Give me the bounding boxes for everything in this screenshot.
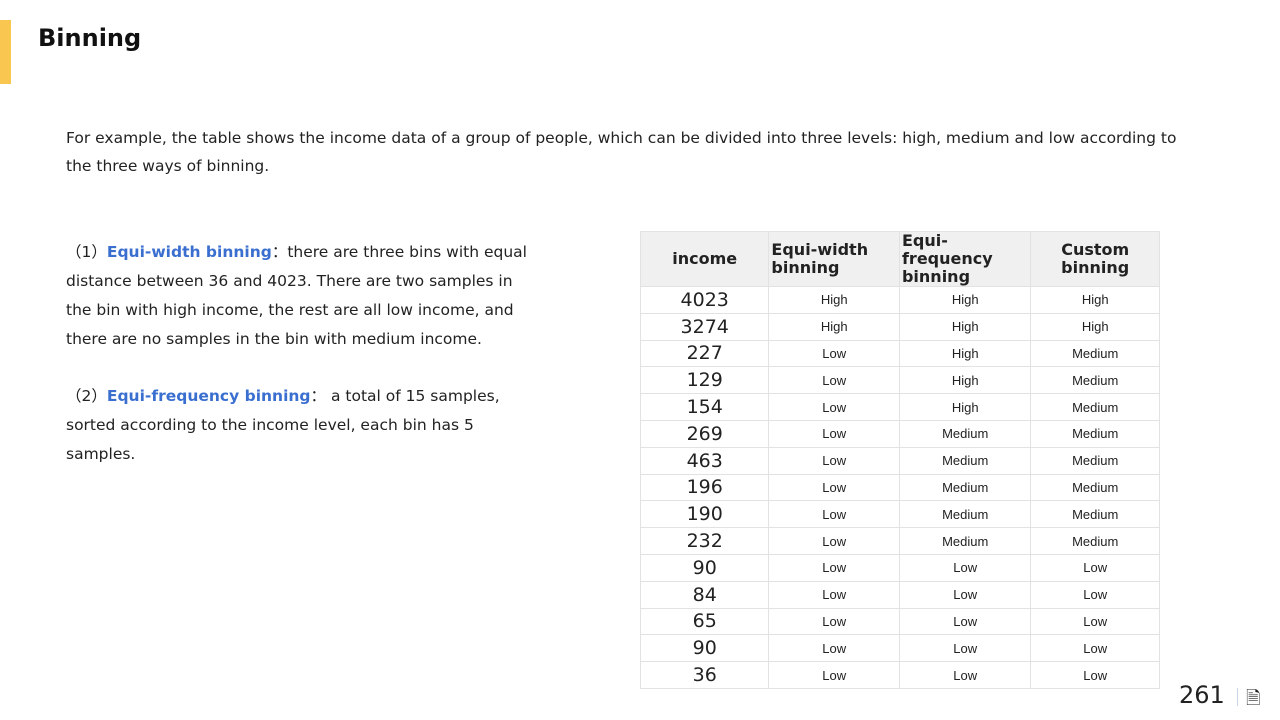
table-row: 190 Low Medium Medium bbox=[639, 500, 1160, 529]
header-custom: Custom binning bbox=[1030, 231, 1160, 287]
bin-cell: Low bbox=[1030, 634, 1160, 663]
bin-cell: Low bbox=[1030, 553, 1160, 582]
page-title: Binning bbox=[38, 24, 142, 52]
bin-cell: Medium bbox=[1030, 339, 1160, 368]
bin-cell: Medium bbox=[1030, 366, 1160, 395]
binning-table: income Equi-width binning Equi-frequency… bbox=[639, 231, 1160, 689]
income-cell: 3274 bbox=[639, 312, 770, 341]
income-cell: 196 bbox=[639, 473, 770, 502]
table-row: 269 Low Medium Medium bbox=[639, 419, 1160, 448]
bin-cell: Low bbox=[768, 580, 900, 609]
page-number: 261 bbox=[1179, 681, 1225, 709]
bin-cell: Low bbox=[1030, 607, 1160, 636]
item-number: （2） bbox=[66, 387, 107, 405]
income-cell: 84 bbox=[639, 580, 770, 609]
bin-cell: Medium bbox=[1030, 500, 1160, 529]
bin-cell: Medium bbox=[1030, 527, 1160, 555]
bin-cell: Medium bbox=[898, 500, 1032, 529]
header-income: income bbox=[639, 231, 770, 287]
intro-text: For example, the table shows the income … bbox=[66, 129, 1177, 175]
bin-cell: Low bbox=[1030, 661, 1160, 689]
bin-cell: Medium bbox=[1030, 393, 1160, 421]
table-row: 232 Low Medium Medium bbox=[639, 527, 1160, 555]
income-cell: 190 bbox=[639, 500, 770, 529]
bin-cell: Medium bbox=[1030, 446, 1160, 475]
header-equi-width: Equi-width binning bbox=[768, 231, 900, 287]
bin-cell: Low bbox=[898, 580, 1032, 609]
bin-cell: High bbox=[1030, 286, 1160, 314]
income-cell: 227 bbox=[639, 339, 770, 368]
bin-cell: High bbox=[898, 339, 1032, 368]
bin-cell: Medium bbox=[1030, 419, 1160, 448]
notes-back-icon[interactable]: 🗎 bbox=[1246, 688, 1261, 709]
bin-cell: Low bbox=[898, 634, 1032, 663]
income-cell: 232 bbox=[639, 527, 770, 555]
table-row: 90 Low Low Low bbox=[639, 634, 1160, 663]
bin-cell: Low bbox=[898, 553, 1032, 582]
table-row: 65 Low Low Low bbox=[639, 607, 1160, 636]
table-row: 84 Low Low Low bbox=[639, 580, 1160, 609]
bin-cell: Low bbox=[768, 553, 900, 582]
bin-cell: Low bbox=[768, 473, 900, 502]
income-cell: 463 bbox=[639, 446, 770, 475]
bin-cell: Low bbox=[768, 393, 900, 421]
table-row: 4023 High High High bbox=[639, 286, 1160, 314]
bin-cell: High bbox=[898, 312, 1032, 341]
table-row: 129 Low High Medium bbox=[639, 366, 1160, 395]
term-highlight: Equi-frequency binning bbox=[106, 387, 311, 405]
bin-cell: High bbox=[1030, 312, 1160, 341]
bin-cell: Low bbox=[768, 366, 900, 395]
table-row: 227 Low High Medium bbox=[639, 339, 1160, 368]
equi-width-paragraph: （1）Equi-width binning：there are three bi… bbox=[66, 238, 536, 354]
bin-cell: Low bbox=[768, 661, 900, 689]
bin-cell: Low bbox=[768, 500, 900, 529]
bin-cell: Medium bbox=[898, 473, 1032, 502]
table-row: 3274 High High High bbox=[639, 312, 1160, 341]
bin-cell: Medium bbox=[1030, 473, 1160, 502]
bin-cell: Low bbox=[898, 607, 1032, 636]
bin-cell: High bbox=[768, 312, 900, 341]
bin-cell: Low bbox=[768, 339, 900, 368]
bin-cell: Medium bbox=[898, 446, 1032, 475]
title-accent-bar bbox=[0, 20, 11, 84]
income-cell: 129 bbox=[639, 366, 770, 395]
bin-cell: Low bbox=[768, 527, 900, 555]
bin-cell: Low bbox=[898, 661, 1032, 689]
item-text: ： a total of 15 samples, sorted accordin… bbox=[66, 387, 500, 463]
bin-cell: Low bbox=[1030, 580, 1160, 609]
bin-cell: High bbox=[768, 286, 900, 314]
term-highlight: Equi-width binning bbox=[106, 243, 272, 261]
table-row: 36 Low Low Low bbox=[639, 661, 1160, 689]
income-cell: 65 bbox=[639, 607, 770, 636]
income-cell: 154 bbox=[639, 393, 770, 421]
bin-cell: Low bbox=[768, 607, 900, 636]
table-row: 90 Low Low Low bbox=[639, 553, 1160, 582]
bin-cell: High bbox=[898, 366, 1032, 395]
bin-cell: High bbox=[898, 393, 1032, 421]
income-cell: 36 bbox=[639, 661, 770, 689]
bin-cell: Medium bbox=[898, 527, 1032, 555]
bin-cell: Low bbox=[768, 634, 900, 663]
income-cell: 269 bbox=[639, 419, 770, 448]
income-cell: 4023 bbox=[639, 286, 770, 314]
bin-cell: Low bbox=[768, 446, 900, 475]
bin-cell: Medium bbox=[898, 419, 1032, 448]
header-equi-frequency: Equi-frequency binning bbox=[898, 231, 1032, 287]
bin-cell: High bbox=[898, 286, 1032, 314]
table-row: 154 Low High Medium bbox=[639, 393, 1160, 421]
table-row: 196 Low Medium Medium bbox=[639, 473, 1160, 502]
table-row: 463 Low Medium Medium bbox=[639, 446, 1160, 475]
income-cell: 90 bbox=[639, 634, 770, 663]
item-number: （1） bbox=[66, 243, 107, 261]
item-text: ：there are three bins with equal distanc… bbox=[66, 243, 527, 348]
bin-cell: Low bbox=[768, 419, 900, 448]
income-cell: 90 bbox=[639, 553, 770, 582]
equi-frequency-paragraph: （2）Equi-frequency binning： a total of 15… bbox=[66, 382, 536, 469]
footer-divider bbox=[1237, 688, 1238, 706]
